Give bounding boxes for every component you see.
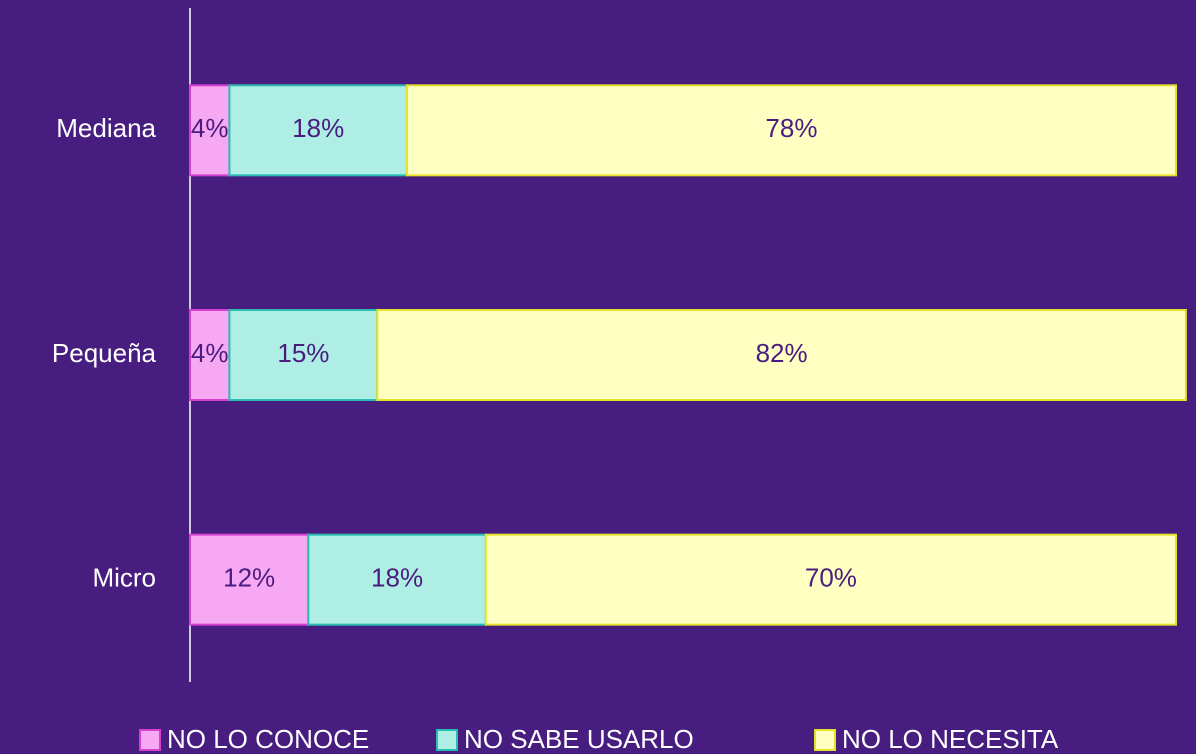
data-label: 12% <box>223 563 275 593</box>
y-tick-label: Pequeña <box>52 338 157 368</box>
y-tick-label: Micro <box>92 563 156 593</box>
legend-swatch <box>436 729 458 751</box>
bar-segment <box>405 84 1178 177</box>
bar-segment <box>484 533 1177 626</box>
bar-segment <box>228 84 408 177</box>
legend-label: NO LO CONOCE <box>167 724 369 754</box>
legend-swatch <box>139 729 161 751</box>
data-label: 82% <box>756 338 808 368</box>
bar-segment <box>376 309 1187 401</box>
data-label: 70% <box>805 563 857 593</box>
y-tick-label: Mediana <box>56 113 156 143</box>
legend-label: NO LO NECESITA <box>842 724 1059 754</box>
data-label: 4% <box>191 113 229 143</box>
data-label: 78% <box>765 113 817 143</box>
data-label: 18% <box>371 563 423 593</box>
data-label: 15% <box>277 338 329 368</box>
data-label: 4% <box>191 338 229 368</box>
data-label: 18% <box>292 113 344 143</box>
legend-label: NO SABE USARLO <box>464 724 694 754</box>
legend-swatch <box>814 729 836 751</box>
